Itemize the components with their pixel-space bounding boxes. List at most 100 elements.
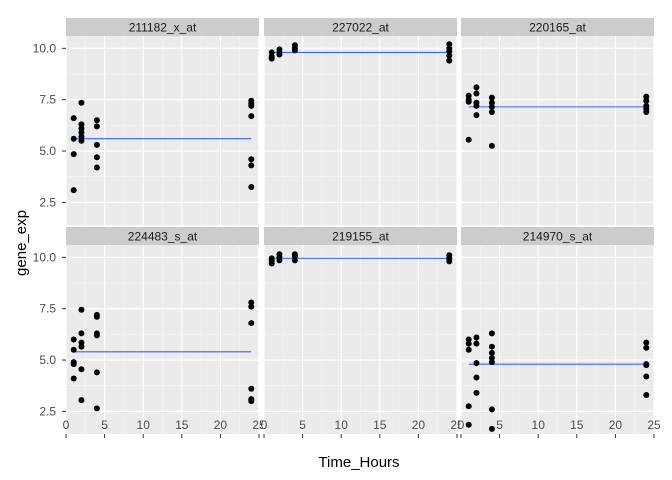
data-point	[93, 154, 100, 161]
facet-strip-label: 214970_s_at	[523, 230, 593, 244]
data-point	[268, 260, 275, 267]
data-point	[465, 336, 472, 343]
data-point	[488, 109, 495, 116]
data-point	[78, 343, 85, 350]
data-point	[643, 391, 650, 398]
x-tick-label: 25	[647, 418, 661, 432]
data-point	[446, 48, 453, 55]
facet-panel: 220165_at	[460, 18, 655, 225]
data-point	[643, 93, 650, 100]
data-point	[78, 366, 85, 373]
data-point	[465, 403, 472, 410]
x-tick-label: 25	[252, 418, 266, 432]
data-point	[248, 320, 255, 327]
data-point	[93, 123, 100, 130]
data-point	[78, 99, 85, 106]
data-point	[70, 115, 77, 122]
x-tick-label: 0	[63, 418, 70, 432]
data-point	[248, 303, 255, 310]
data-point	[248, 183, 255, 190]
data-point	[488, 99, 495, 106]
y-tick-label: 5.0	[39, 353, 56, 367]
data-point	[78, 133, 85, 140]
data-point	[248, 385, 255, 392]
facet-strip	[66, 227, 259, 245]
x-tick-label: 5	[496, 418, 503, 432]
data-point	[78, 330, 85, 337]
y-tick-label: 2.5	[39, 404, 56, 418]
y-tick-label: 10.0	[33, 250, 57, 264]
data-point	[248, 113, 255, 120]
x-tick-label: 20	[214, 418, 228, 432]
x-tick-label: 0	[261, 418, 268, 432]
data-point	[643, 339, 650, 346]
data-point	[268, 55, 275, 62]
data-point	[93, 141, 100, 148]
data-point	[70, 375, 77, 382]
data-point	[473, 112, 480, 119]
data-point	[465, 92, 472, 99]
x-tick-label: 10	[335, 418, 349, 432]
data-point	[268, 49, 275, 56]
facet-strip-label: 219155_at	[332, 230, 389, 244]
data-point	[465, 136, 472, 143]
data-point	[465, 346, 472, 353]
x-tick-label: 20	[412, 418, 426, 432]
data-point	[473, 389, 480, 396]
data-point	[248, 156, 255, 163]
data-point	[78, 137, 85, 144]
data-point	[643, 344, 650, 351]
data-point	[488, 94, 495, 101]
data-point	[93, 369, 100, 376]
facet-panel: 227022_at	[263, 18, 458, 225]
data-point	[488, 359, 495, 366]
facet-strip-label: 224483_s_at	[128, 230, 198, 244]
data-point	[78, 397, 85, 404]
data-point	[78, 125, 85, 132]
data-point	[446, 52, 453, 59]
facet-strip	[461, 227, 654, 245]
data-point	[473, 90, 480, 97]
data-point	[248, 299, 255, 306]
y-tick-label: 5.0	[39, 144, 56, 158]
data-point	[643, 362, 650, 369]
data-point	[291, 253, 298, 260]
data-point	[488, 425, 495, 432]
data-point	[93, 164, 100, 171]
x-axis-title: Time_Hours	[318, 454, 399, 471]
data-point	[291, 47, 298, 54]
facet-strip-label: 220165_at	[529, 21, 586, 35]
facet-panel: 219155_at0 5 10 15 20 25	[261, 227, 464, 438]
data-point	[70, 361, 77, 368]
x-tick-label: 10	[532, 418, 546, 432]
facet-strip-label: 227022_at	[332, 21, 389, 35]
x-tick-label: 20	[609, 418, 623, 432]
y-tick-label: 2.5	[39, 195, 56, 209]
data-point	[70, 135, 77, 142]
y-tick-label: 7.5	[39, 302, 56, 316]
y-tick-label: 7.5	[39, 93, 56, 107]
facet-strip	[66, 18, 259, 36]
data-point	[248, 102, 255, 109]
data-point	[93, 405, 100, 412]
data-point	[488, 406, 495, 413]
data-point	[70, 346, 77, 353]
data-point	[465, 98, 472, 105]
data-point	[93, 332, 100, 339]
facet-strip	[264, 227, 457, 245]
data-point	[70, 151, 77, 158]
x-tick-label: 15	[373, 418, 387, 432]
facet-panel: 211182_x_at 2.5 5.0 7.5 10.0	[33, 18, 260, 225]
x-tick-label: 10	[137, 418, 151, 432]
data-point	[93, 313, 100, 320]
data-point	[465, 421, 472, 428]
data-point	[78, 339, 85, 346]
data-point	[248, 162, 255, 169]
facet-strip	[264, 18, 457, 36]
data-point	[488, 330, 495, 337]
facet-panel: 224483_s_at 2.5 5.0 7.5 10.0 0 5 10 15 20 25	[33, 227, 266, 438]
data-point	[70, 187, 77, 194]
y-axis-title: gene_exp	[13, 210, 30, 276]
data-point	[473, 84, 480, 91]
